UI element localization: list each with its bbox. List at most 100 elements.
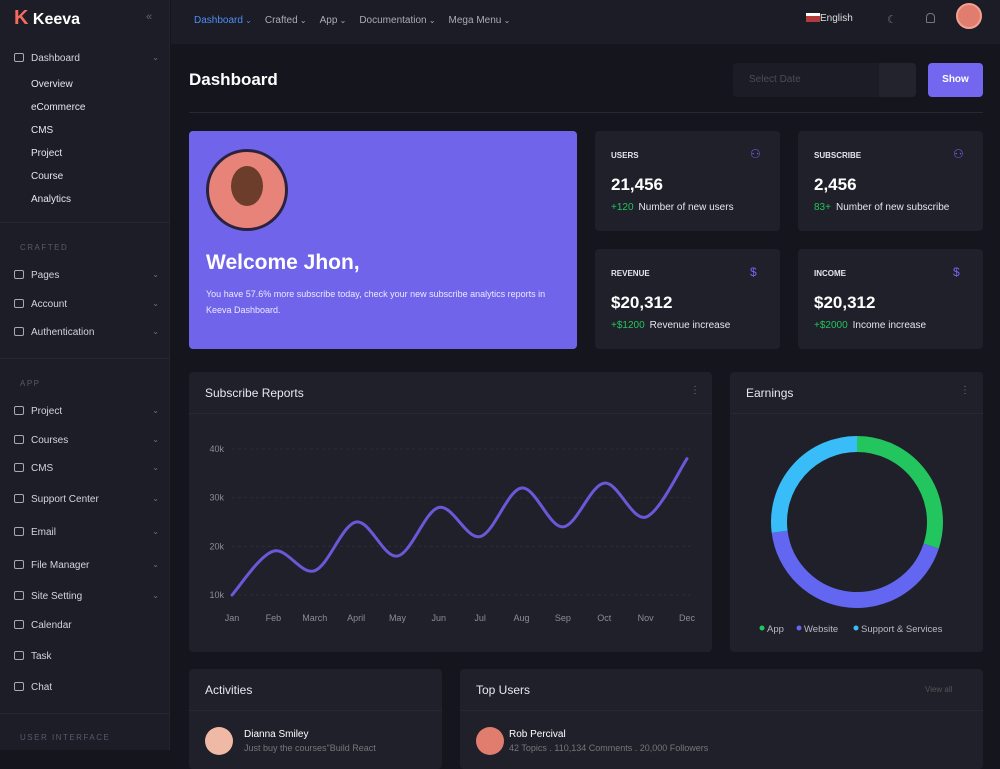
stat-note-text: Number of new users	[638, 202, 734, 213]
menu-item[interactable]: Account ⌄	[14, 299, 159, 310]
menu-item[interactable]: CMS ⌄	[14, 463, 159, 474]
nav-label: App	[319, 15, 338, 26]
card-title: Top Users	[476, 683, 531, 697]
stat-label: INCOME	[814, 269, 846, 278]
top-nav: Dashboard ⌄ Crafted ⌄ App ⌄ Documentation ⌄…	[194, 15, 523, 26]
menu-item[interactable]: File Manager ⌄	[14, 560, 159, 571]
y-tick-label: 40k	[209, 444, 224, 454]
submenu-item[interactable]: CMS	[31, 125, 54, 136]
donut-segment	[856, 436, 943, 549]
menu-label: Email	[31, 527, 57, 538]
stat-change: +$2000	[814, 320, 848, 331]
more-menu[interactable]: ⋮	[960, 385, 970, 396]
x-tick-label: Aug	[514, 613, 530, 623]
more-menu[interactable]: ⋮	[690, 385, 700, 396]
nav-item[interactable]: Mega Menu ⌄	[449, 15, 511, 26]
collapse-button[interactable]: «	[146, 11, 153, 23]
nav-item[interactable]: Crafted ⌄	[265, 15, 307, 26]
theme-toggle[interactable]: ☾	[887, 14, 897, 26]
menu-label: Courses	[31, 435, 69, 446]
legend-label: App	[767, 624, 784, 635]
menu-icon	[14, 682, 24, 691]
chevron: ⌄	[152, 406, 159, 415]
brand: K Keeva	[14, 7, 80, 30]
divider	[189, 710, 442, 711]
menu-icon	[14, 406, 24, 415]
submenu-item[interactable]: eCommerce	[31, 102, 86, 113]
stat-label: USERS	[611, 151, 639, 160]
x-tick-label: Jan	[225, 613, 240, 623]
nav-label: Dashboard	[194, 15, 243, 26]
divider	[460, 710, 983, 711]
welcome-text: You have 57.6% more subscribe today, che…	[206, 289, 546, 315]
submenu-item[interactable]: Analytics	[31, 194, 72, 205]
menu-item[interactable]: Site Setting ⌄	[14, 591, 159, 602]
stat-note-text: Revenue increase	[649, 320, 731, 331]
menu-item[interactable]: Courses ⌄	[14, 435, 159, 446]
menu-item[interactable]: Task	[14, 651, 159, 662]
menu-item[interactable]: Email ⌄	[14, 527, 159, 538]
menu-item[interactable]: Pages ⌄	[14, 270, 159, 281]
submenu-item[interactable]: Course	[31, 171, 64, 182]
menu-icon	[14, 620, 24, 629]
chevron: ⌄	[152, 53, 159, 62]
view-all-link[interactable]: View all	[925, 685, 953, 694]
submenu-item[interactable]: Overview	[31, 79, 73, 90]
menu-label: File Manager	[31, 560, 90, 571]
date-input[interactable]: Select Date	[733, 63, 916, 97]
menu-label: CMS	[31, 463, 54, 474]
stat-card: INCOME $ $20,312 +$2000 Income increase	[798, 249, 983, 349]
notification[interactable]	[926, 13, 935, 23]
chevron: ⌄	[152, 327, 159, 336]
stat-icon: $	[953, 265, 960, 279]
card-title: Activities	[205, 683, 253, 697]
submenu-item[interactable]: Project	[31, 148, 63, 159]
stat-card: USERS ⚇ 21,456 +120 Number of new users	[595, 131, 780, 231]
separator	[0, 222, 169, 223]
legend-label: Support & Services	[861, 624, 943, 635]
top-bar: Dashboard ⌄ Crafted ⌄ App ⌄ Documentation ⌄…	[171, 0, 1000, 44]
user-stats: 42 Topics . 110,134 Comments . 20,000 Fo…	[509, 743, 709, 753]
nav-item[interactable]: Documentation ⌄	[359, 15, 435, 26]
menu-item[interactable]: Project ⌄	[14, 406, 159, 417]
welcome-card: Welcome Jhon, You have 57.6% more subscr…	[189, 131, 577, 349]
menu-icon	[14, 494, 24, 503]
legend-swatch	[853, 625, 859, 631]
menu-item[interactable]: Calendar	[14, 620, 159, 631]
x-tick-label: March	[302, 613, 327, 623]
user-avatar[interactable]	[956, 3, 982, 29]
menu-icon	[14, 463, 24, 472]
stat-icon: ⚇	[750, 147, 761, 161]
menu-item[interactable]: Chat	[14, 682, 159, 693]
y-tick-label: 30k	[209, 493, 224, 503]
menu-label: Authentication	[31, 327, 95, 338]
stat-card: SUBSCRIBE ⚇ 2,456 83+ Number of new subscrib…	[798, 131, 983, 231]
menu-label: Site Setting	[31, 591, 83, 602]
nav-item[interactable]: Dashboard ⌄	[194, 15, 252, 26]
language[interactable]: English	[806, 13, 853, 24]
nav-label: Crafted	[264, 15, 298, 26]
chevron: ⌄	[297, 16, 307, 25]
menu-item[interactable]: Authentication ⌄	[14, 327, 159, 338]
menu-item[interactable]: Dashboard ⌄	[14, 53, 159, 64]
nav-label: Mega Menu	[448, 15, 502, 26]
stat-value: $20,312	[814, 293, 876, 312]
date-placeholder: Select Date	[749, 74, 801, 85]
menu-item[interactable]: Support Center ⌄	[14, 494, 159, 505]
x-tick-label: May	[389, 613, 407, 623]
stat-label: SUBSCRIBE	[814, 151, 862, 160]
divider	[189, 413, 712, 414]
donut-segment	[771, 530, 939, 608]
legend-label: Website	[804, 624, 838, 635]
section-title: CRAFTED	[20, 243, 69, 252]
menu-label: Calendar	[31, 620, 72, 631]
stat-change: 83+	[814, 202, 831, 213]
menu-label: Account	[31, 299, 68, 310]
card-title: Earnings	[746, 386, 794, 400]
show-button[interactable]: Show	[928, 63, 983, 97]
menu-label: Task	[31, 651, 52, 662]
menu-icon	[14, 53, 24, 62]
nav-item[interactable]: App ⌄	[320, 15, 347, 26]
divider	[189, 112, 983, 113]
